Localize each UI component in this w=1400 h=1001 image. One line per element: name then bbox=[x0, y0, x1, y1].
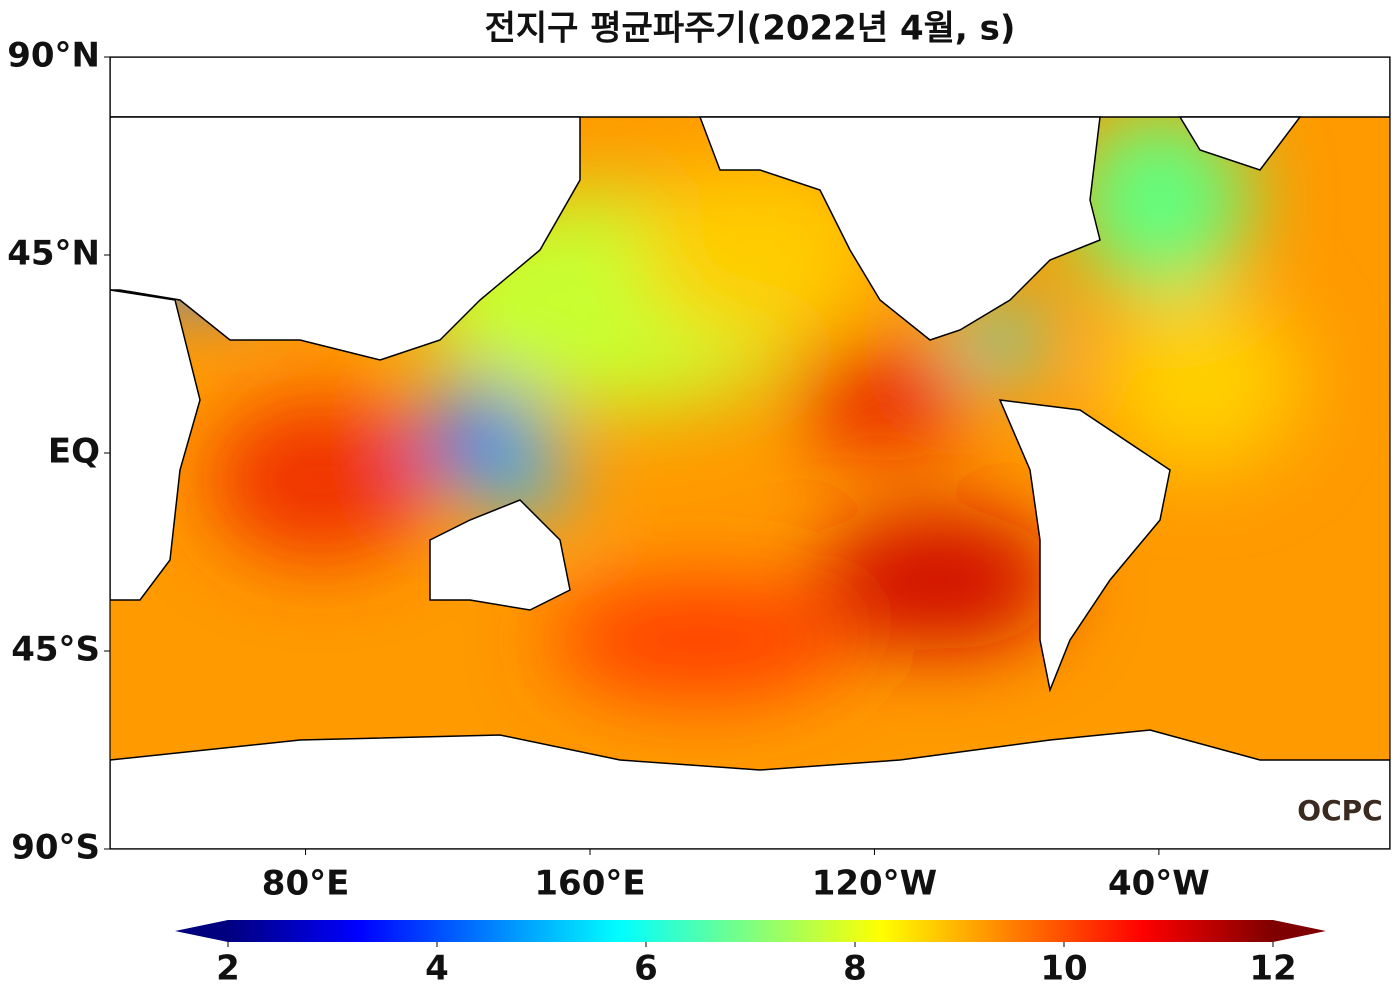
colorbar-tick-label: 2 bbox=[216, 949, 240, 989]
colorbar-tick-label: 4 bbox=[425, 949, 449, 989]
watermark: OCPC bbox=[1297, 794, 1382, 827]
y-tick-label: 45°N bbox=[7, 234, 100, 274]
colorbar-extend-max bbox=[1273, 920, 1326, 942]
x-tick-label: 160°E bbox=[534, 864, 645, 904]
y-tick-label: 90°N bbox=[7, 36, 100, 76]
x-tick-label: 40°W bbox=[1108, 864, 1210, 904]
x-tick-label: 120°W bbox=[812, 864, 937, 904]
colorbar-tick-label: 12 bbox=[1249, 949, 1296, 989]
wave-period-field bbox=[110, 57, 1390, 849]
colorbar-tick-label: 6 bbox=[634, 949, 658, 989]
colorbar-tick-label: 8 bbox=[843, 949, 867, 989]
colorbar bbox=[228, 920, 1273, 942]
map-title: 전지구 평균파주기(2022년 4월, s) bbox=[485, 9, 1016, 49]
y-tick-label: EQ bbox=[48, 432, 100, 472]
y-tick-label: 90°S bbox=[11, 828, 100, 868]
x-tick-label: 80°E bbox=[262, 864, 350, 904]
y-tick-label: 45°S bbox=[11, 630, 100, 670]
colorbar-tick-label: 10 bbox=[1040, 949, 1087, 989]
colorbar-extend-min bbox=[175, 920, 228, 942]
